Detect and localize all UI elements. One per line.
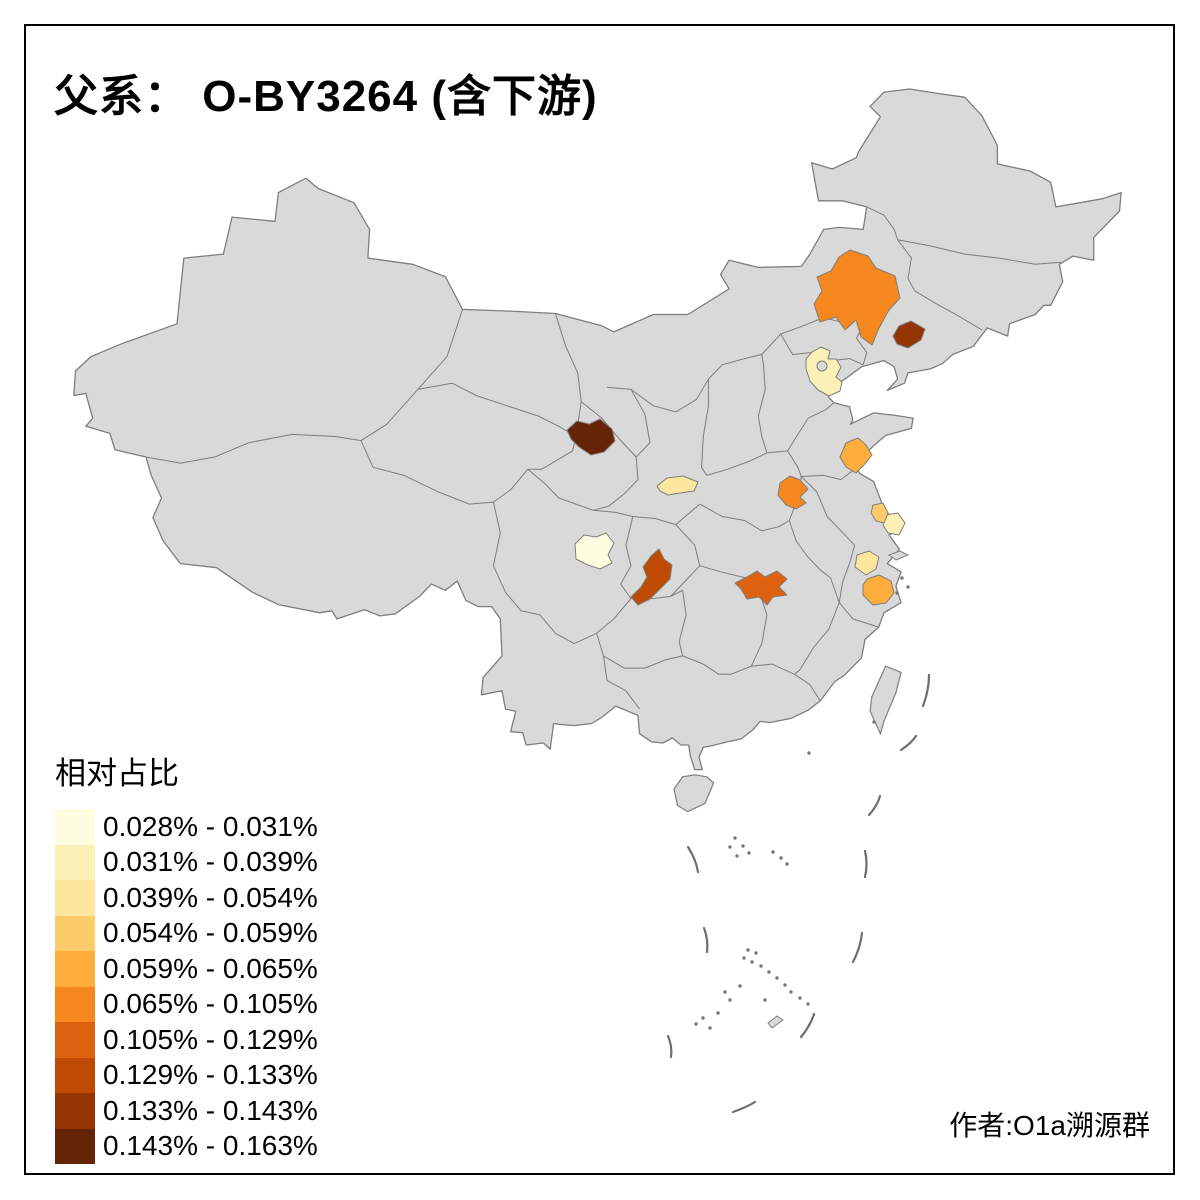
region-central-shandong-area [839,437,873,474]
legend-swatch [55,1022,95,1058]
legend-swatch [55,844,95,880]
legend-label: 0.054% - 0.059% [103,917,318,949]
legend: 相对占比 0.028% - 0.031% 0.031% - 0.039% 0.039… [55,748,318,1164]
legend-title: 相对占比 [55,756,179,791]
legend-swatch [55,915,95,951]
region-chongqing-area [630,548,673,606]
legend-label: 0.133% - 0.143% [103,1094,318,1126]
region-chifeng-area [813,249,901,346]
legend-label: 0.059% - 0.065% [103,952,318,984]
legend-label: 0.031% - 0.039% [103,846,318,878]
nine-dash-line [666,673,931,1114]
legend-row: 0.129% - 0.133% [55,1057,318,1093]
legend-swatch [55,880,95,916]
plot-frame [24,24,1175,1175]
region-hexi-gansu-area [566,418,616,456]
island-outline [869,665,902,736]
legend-row: 0.105% - 0.129% [55,1022,318,1058]
region-east-henan-area [777,475,809,510]
legend-rows: 0.028% - 0.031% 0.031% - 0.039% 0.039% - 0… [55,809,318,1164]
legend-swatch [55,986,95,1022]
legend-swatch [55,1128,95,1164]
legend-row: 0.065% - 0.105% [55,986,318,1022]
legend-row: 0.039% - 0.054% [55,880,318,916]
island-outline [673,774,715,813]
legend-row: 0.054% - 0.059% [55,915,318,951]
sea-island-dots [694,576,910,1030]
legend-swatch [55,1057,95,1093]
region-taihu-area [854,550,880,576]
legend-row: 0.133% - 0.143% [55,1093,318,1129]
small-island [767,1015,784,1029]
legend-row: 0.143% - 0.163% [55,1128,318,1164]
legend-label: 0.129% - 0.133% [103,1059,318,1091]
region-guanzhong-area [656,475,699,496]
region-west-liaoning-area [892,320,926,349]
map-title: 父系： O-BY3264 (含下游) [54,72,598,121]
legend-swatch [55,809,95,845]
legend-label: 0.143% - 0.163% [103,1130,318,1162]
legend-row: 0.028% - 0.031% [55,809,318,845]
region-beijing-area [805,346,843,397]
legend-row: 0.059% - 0.065% [55,951,318,987]
attribution-text: 作者:O1a溯源群 [949,1110,1150,1141]
small-island [887,550,910,561]
legend-label: 0.039% - 0.054% [103,881,318,913]
legend-row: 0.031% - 0.039% [55,844,318,880]
legend-label: 0.105% - 0.129% [103,1023,318,1055]
legend-swatch [55,951,95,987]
beijing-enclave [816,360,828,372]
region-chengdu-area [574,532,615,570]
region-hangzhou-area [862,574,895,606]
highlighted-regions [566,249,926,606]
region-central-jiangsu-area [870,502,889,524]
legend-swatch [55,1093,95,1129]
region-east-hubei-area [734,570,788,606]
region-nantong-area [882,512,906,536]
legend-label: 0.028% - 0.031% [103,810,318,842]
legend-label: 0.065% - 0.105% [103,988,318,1020]
